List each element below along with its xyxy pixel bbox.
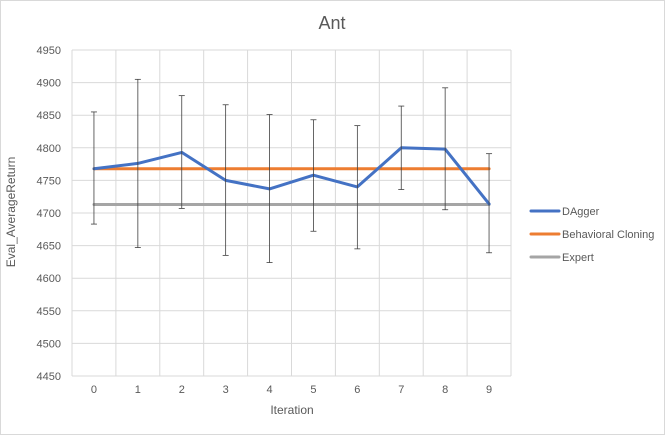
y-tick-label: 4750 xyxy=(37,175,61,187)
y-tick-label: 4850 xyxy=(37,110,61,122)
legend-label: DAgger xyxy=(562,206,600,218)
y-tick-label: 4450 xyxy=(37,371,61,383)
x-tick-label: 1 xyxy=(135,384,141,396)
x-tick-label: 5 xyxy=(310,384,316,396)
chart-title: Ant xyxy=(318,13,345,33)
series-group xyxy=(90,78,493,263)
y-tick-label: 4550 xyxy=(37,306,61,318)
y-axis-title: Eval_AverageReturn xyxy=(4,157,18,268)
y-tick-label: 4500 xyxy=(37,338,61,350)
x-tick-label: 9 xyxy=(486,384,492,396)
x-tick-label: 0 xyxy=(91,384,97,396)
legend-label: Expert xyxy=(562,252,594,264)
x-tick-label: 2 xyxy=(179,384,185,396)
x-tick-label: 4 xyxy=(266,384,272,396)
x-tick-label: 7 xyxy=(398,384,404,396)
legend-label: Behavioral Cloning xyxy=(562,229,654,241)
y-tick-label: 4950 xyxy=(37,45,61,57)
series-line-dagger xyxy=(92,146,491,206)
y-tick-label: 4600 xyxy=(37,273,61,285)
x-tick-label: 3 xyxy=(223,384,229,396)
tick-labels: 4450450045504600465047004750480048504900… xyxy=(37,45,493,396)
x-tick-label: 8 xyxy=(442,384,448,396)
gridlines xyxy=(71,49,512,377)
y-tick-label: 4900 xyxy=(37,78,61,90)
x-axis-title: Iteration xyxy=(270,403,313,417)
legend: DAgger Behavioral Cloning Expert xyxy=(529,206,654,264)
y-tick-label: 4700 xyxy=(37,208,61,220)
y-tick-label: 4800 xyxy=(37,143,61,155)
y-tick-label: 4650 xyxy=(37,241,61,253)
x-tick-label: 6 xyxy=(354,384,360,396)
